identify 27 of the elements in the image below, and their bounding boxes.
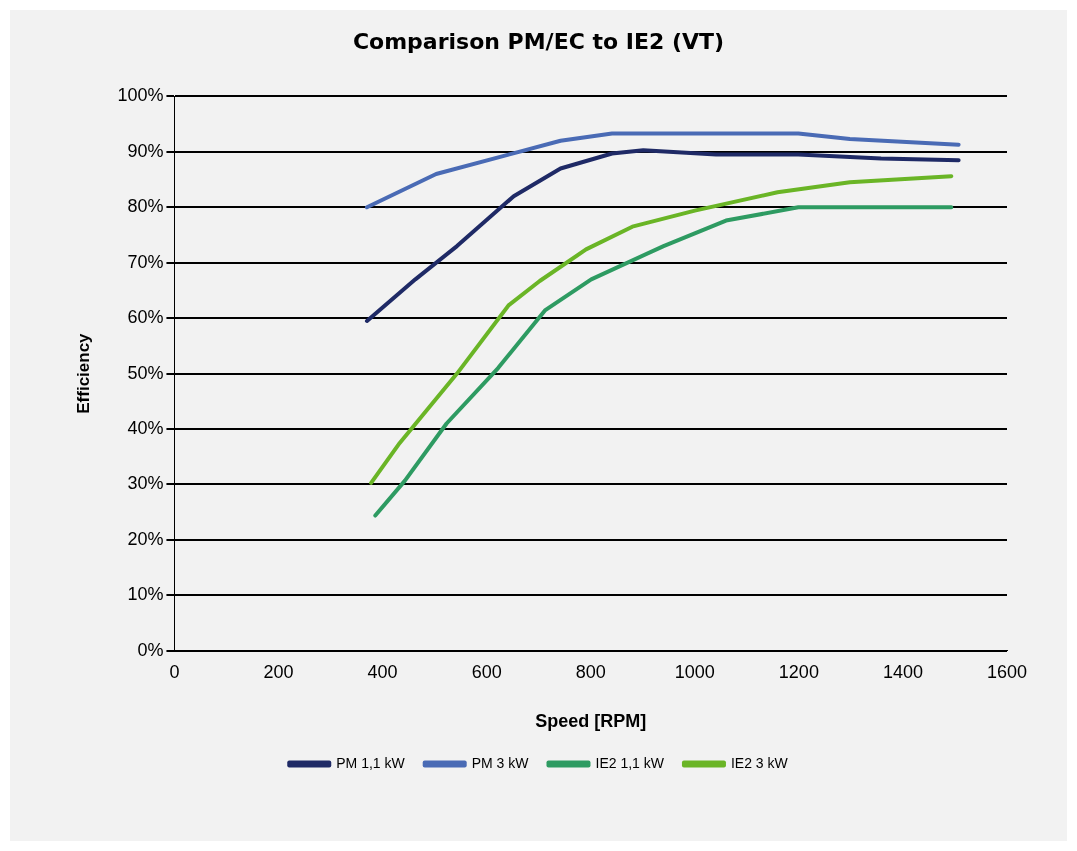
x-tick-label: 200	[263, 661, 294, 682]
y-tick-label: 30%	[127, 473, 164, 494]
x-tick-label: 1600	[986, 661, 1028, 682]
y-tick-label: 80%	[127, 196, 164, 217]
y-tick-label: 40%	[127, 418, 164, 439]
x-axis-title: Speed [RPM]	[535, 711, 647, 732]
y-tick-label: 100%	[117, 85, 164, 106]
legend-label: PM 3 kW	[471, 754, 530, 771]
y-tick-label: 10%	[127, 584, 164, 605]
y-tick-label: 20%	[127, 528, 164, 549]
y-tick-label: 60%	[127, 307, 164, 328]
chart-title: Comparison PM/EC to IE2 (VT)	[352, 28, 725, 54]
legend-label: IE2 3 kW	[730, 754, 789, 771]
legend-label: PM 1,1 kW	[336, 754, 406, 771]
y-tick-label: 70%	[127, 251, 164, 272]
x-tick-label: 800	[575, 661, 606, 682]
y-tick-label: 50%	[127, 362, 164, 383]
legend-label: IE2 1,1 kW	[595, 754, 665, 771]
x-tick-label: 1200	[778, 661, 819, 682]
y-axis-title: Efficiency	[73, 332, 93, 414]
y-tick-label: 90%	[127, 140, 164, 161]
x-tick-label: 600	[471, 661, 502, 682]
y-tick-label: 0%	[137, 639, 164, 660]
x-tick-label: 1400	[882, 661, 923, 682]
x-tick-label: 1000	[674, 661, 715, 682]
x-tick-label: 400	[367, 661, 398, 682]
x-tick-label: 0	[169, 661, 180, 682]
